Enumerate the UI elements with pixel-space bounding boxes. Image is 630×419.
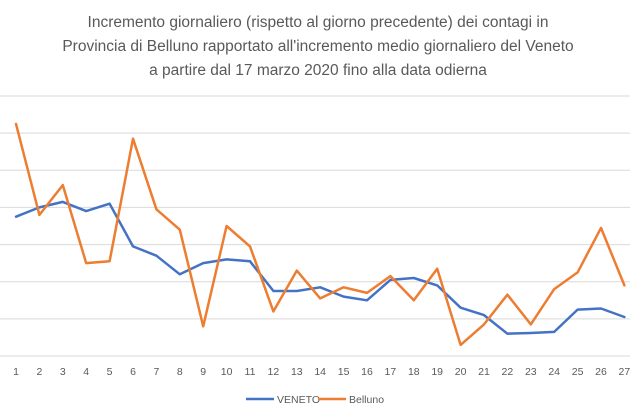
- x-tick-label: 3: [60, 366, 66, 378]
- x-tick-label: 24: [548, 366, 560, 378]
- chart-title-line-3: a partire dal 17 marzo 2020 fino alla da…: [149, 62, 487, 79]
- x-axis-tick-labels: 1 2 3 4 5 6 7 8 9 10 11 12 13 14 15 16 17 18 19 20 21 22 23 24 2…: [13, 366, 630, 378]
- x-tick-label: 26: [595, 366, 607, 378]
- x-tick-label: 21: [478, 366, 490, 378]
- legend-label-veneto: VENETO: [277, 394, 320, 406]
- x-tick-label: 2: [36, 366, 42, 378]
- x-tick-label: 4: [83, 366, 89, 378]
- x-tick-label: 10: [221, 366, 233, 378]
- x-tick-label: 20: [455, 366, 467, 378]
- x-tick-label: 16: [361, 366, 373, 378]
- x-tick-label: 9: [200, 366, 206, 378]
- x-tick-label: 8: [177, 366, 183, 378]
- x-tick-label: 12: [268, 366, 280, 378]
- x-tick-label: 19: [431, 366, 443, 378]
- x-tick-label: 15: [338, 366, 350, 378]
- x-tick-label: 22: [502, 366, 514, 378]
- x-tick-label: 7: [153, 366, 159, 378]
- legend-label-belluno: Belluno: [349, 394, 384, 406]
- x-tick-label: 27: [619, 366, 630, 378]
- legend: VENETO Belluno: [246, 394, 384, 406]
- x-tick-label: 11: [245, 366, 256, 378]
- x-tick-label: 5: [107, 366, 113, 378]
- chart-title-line-1: Incremento giornaliero (rispetto al gior…: [88, 14, 549, 31]
- x-tick-label: 6: [130, 366, 136, 378]
- chart-title: Incremento giornaliero (rispetto al gior…: [62, 14, 573, 79]
- x-tick-label: 1: [13, 366, 19, 378]
- chart-title-line-2: Provincia di Belluno rapportato all'incr…: [62, 38, 573, 55]
- series-line-veneto: [14, 200, 626, 335]
- x-tick-label: 23: [525, 366, 537, 378]
- x-tick-label: 14: [314, 366, 326, 378]
- series-line-belluno: [14, 122, 626, 347]
- gridlines: [0, 95, 630, 357]
- x-tick-label: 25: [572, 366, 584, 378]
- x-tick-label: 13: [291, 366, 303, 378]
- x-tick-label: 18: [408, 366, 420, 378]
- series-lines: [14, 122, 626, 347]
- x-tick-label: 17: [385, 366, 397, 378]
